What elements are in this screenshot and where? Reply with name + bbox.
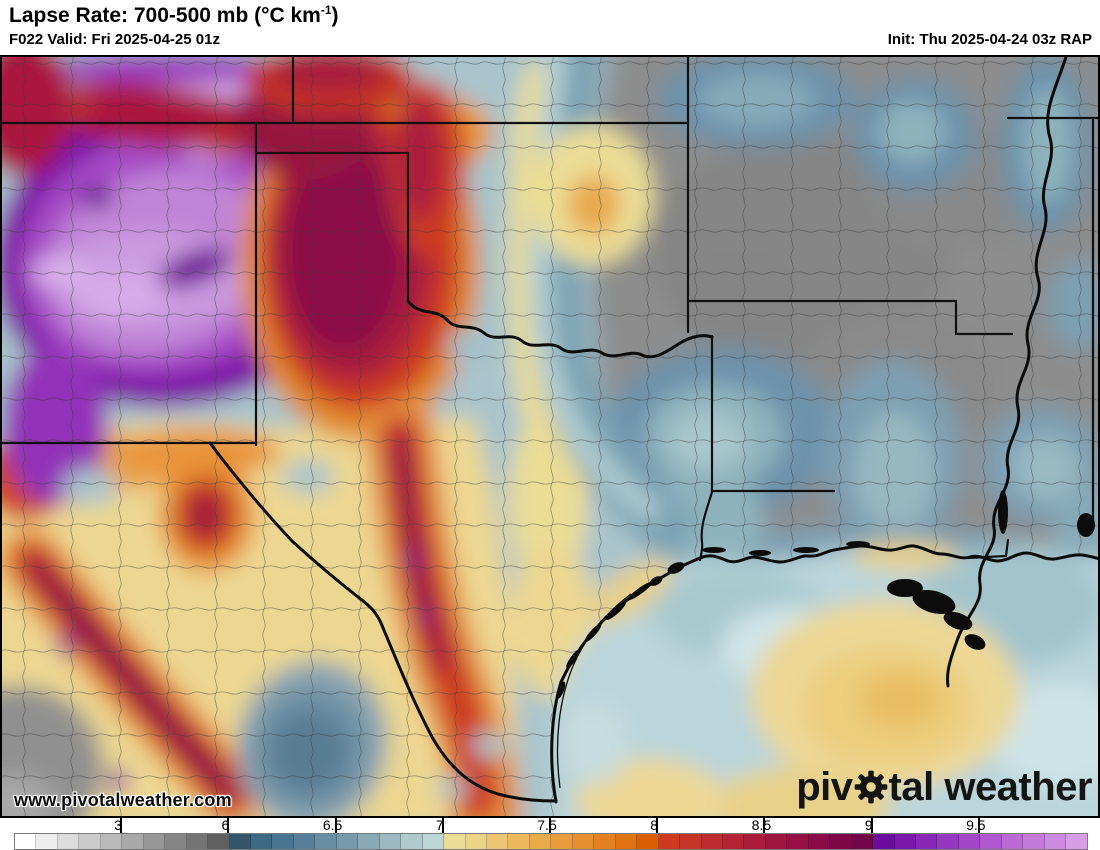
colorbar-tick xyxy=(656,818,659,833)
colorbar-segment xyxy=(658,834,681,849)
colorbar-segment xyxy=(744,834,766,849)
page-title: Lapse Rate: 700-500 mb (°C km-1) xyxy=(9,3,339,28)
colorbar-segment xyxy=(422,834,445,849)
colorbar-segment xyxy=(358,834,380,849)
colorbar-segment xyxy=(100,834,123,849)
colorbar-segment xyxy=(401,834,423,849)
logo-text-right: tal weather xyxy=(888,765,1093,809)
colorbar-segment xyxy=(486,834,509,849)
colorbar-tick xyxy=(763,818,766,833)
time-row: F022 Valid: Fri 2025-04-25 01z Init: Thu… xyxy=(0,31,1100,53)
title-unit-sup: -1 xyxy=(320,3,332,17)
colorbar xyxy=(14,833,1088,850)
weather-map-image xyxy=(2,57,1098,816)
colorbar-footer: 3 6 6.5 7 7.5 8 8.5 9 9.5 xyxy=(0,817,1100,850)
title-unit: (°C km-1) xyxy=(254,3,339,27)
title-text: Lapse Rate: 700-500 mb xyxy=(9,4,255,27)
colorbar-tick xyxy=(334,818,337,833)
colorbar-segment xyxy=(444,834,466,849)
mississippi-river xyxy=(946,57,1068,688)
colorbar-segment xyxy=(615,834,638,849)
logo-text-left: piv xyxy=(796,765,853,809)
colorbar-tick xyxy=(549,818,551,833)
colorbar-segment xyxy=(250,834,273,849)
colorbar-segment xyxy=(1044,834,1067,849)
coastline xyxy=(550,490,1098,804)
colorbar-tick xyxy=(977,818,980,833)
colorbar-segment xyxy=(765,834,788,849)
title-unit-pre: (°C km xyxy=(254,4,321,27)
colorbar-segment xyxy=(165,834,187,849)
colorbar-segment xyxy=(208,834,230,849)
gear-icon xyxy=(854,770,887,804)
rivers xyxy=(208,57,1068,803)
colorbar-segment xyxy=(272,834,294,849)
rio-grande xyxy=(208,441,558,803)
colorbar-segment xyxy=(122,834,144,849)
colorbar-tick xyxy=(441,818,444,833)
colorbar-segment xyxy=(637,834,659,849)
colorbar-segment xyxy=(594,834,616,849)
colorbar-segment xyxy=(36,834,58,849)
colorbar-segment xyxy=(1001,834,1024,849)
colorbar-segment xyxy=(508,834,530,849)
colorbar-segment xyxy=(79,834,101,849)
colorbar-tick xyxy=(120,818,123,833)
colorbar-tick-label: 9.5 xyxy=(966,817,986,833)
valid-time: F022 Valid: Fri 2025-04-25 01z xyxy=(9,31,220,48)
colorbar-tick-label: 6.5 xyxy=(322,817,343,833)
colorbar-segment xyxy=(465,834,487,849)
map-area: www.pivotalweather.com piv tal weather xyxy=(0,55,1100,818)
colorbar-segment xyxy=(894,834,917,849)
colorbar-segment xyxy=(851,834,874,849)
colorbar-tick-label: 9 xyxy=(864,817,873,833)
watermark-url: www.pivotalweather.com xyxy=(14,790,232,810)
colorbar-tick xyxy=(227,818,230,833)
state-borders xyxy=(2,57,1098,562)
colorbar-segment xyxy=(315,834,337,849)
colorbar-segment xyxy=(551,834,573,849)
colorbar-tick xyxy=(870,818,873,833)
colorbar-segment xyxy=(57,834,80,849)
colorbar-segment xyxy=(916,834,938,849)
colorbar-segment xyxy=(830,834,852,849)
colorbar-segment xyxy=(873,834,895,849)
colorbar-segment xyxy=(1023,834,1045,849)
init-time: Init: Thu 2025-04-24 03z RAP xyxy=(887,31,1092,48)
colorbar-tick-label: 7 xyxy=(435,817,444,833)
colorbar-segment xyxy=(701,834,723,849)
colorbar-segment xyxy=(293,834,316,849)
colorbar-segment xyxy=(980,834,1002,849)
red-river xyxy=(406,299,714,359)
colorbar-segment xyxy=(722,834,745,849)
colorbar-segment xyxy=(680,834,702,849)
colorbar-segment xyxy=(336,834,359,849)
colorbar-segment xyxy=(572,834,595,849)
colorbar-segment xyxy=(529,834,552,849)
colorbar-segment xyxy=(143,834,166,849)
map-header: Lapse Rate: 700-500 mb (°C km-1) F022 Va… xyxy=(0,0,1100,55)
colorbar-tick-label: 3 xyxy=(114,817,123,833)
colorbar-segment xyxy=(958,834,981,849)
colorbar-segment xyxy=(808,834,831,849)
colorbar-segment xyxy=(229,834,251,849)
colorbar-segment xyxy=(15,834,37,849)
colorbar-segment xyxy=(937,834,959,849)
colorbar-segment xyxy=(186,834,209,849)
title-unit-post: ) xyxy=(331,4,339,27)
pivotal-weather-logo: piv tal weather xyxy=(796,765,1092,810)
colorbar-segment xyxy=(787,834,809,849)
colorbar-tick-label: 8.5 xyxy=(751,817,772,833)
colorbar-segment xyxy=(379,834,402,849)
colorbar-segment xyxy=(1066,834,1087,849)
colorbar-tick-label: 7.5 xyxy=(537,817,557,833)
colorbar-tick-label: 8 xyxy=(650,817,659,833)
colorbar-tick-label: 6 xyxy=(221,817,230,833)
map-layers xyxy=(2,57,1098,816)
